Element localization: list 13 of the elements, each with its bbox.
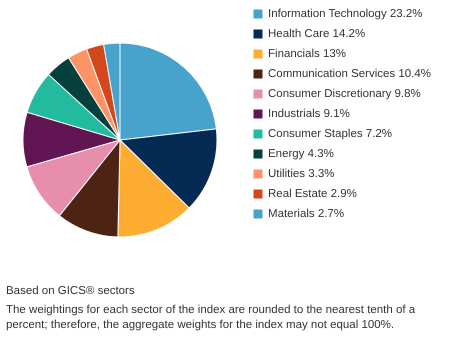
legend-label: Consumer Discretionary 9.8% (268, 88, 421, 100)
legend-label: Health Care 14.2% (268, 28, 366, 40)
legend-label: Energy 4.3% (268, 148, 334, 160)
legend-label: Financials 13% (268, 48, 346, 60)
legend-label: Materials 2.7% (268, 208, 344, 220)
legend-label: Utilities 3.3% (268, 168, 334, 180)
legend-label: Industrials 9.1% (268, 108, 350, 120)
legend-label: Real Estate 2.9% (268, 188, 357, 200)
legend-label: Communication Services 10.4% (268, 68, 431, 80)
text: Based on GICS® sectors (6, 284, 136, 299)
text: The weightings for each sector of the index are rounded to the nearest tenth of a percent; therefore, the aggregate weights for the index may not equal 100%. (6, 303, 416, 333)
legend-label: Consumer Staples 7.2% (268, 128, 392, 140)
legend-label: Information Technology 23.2% (268, 8, 422, 20)
